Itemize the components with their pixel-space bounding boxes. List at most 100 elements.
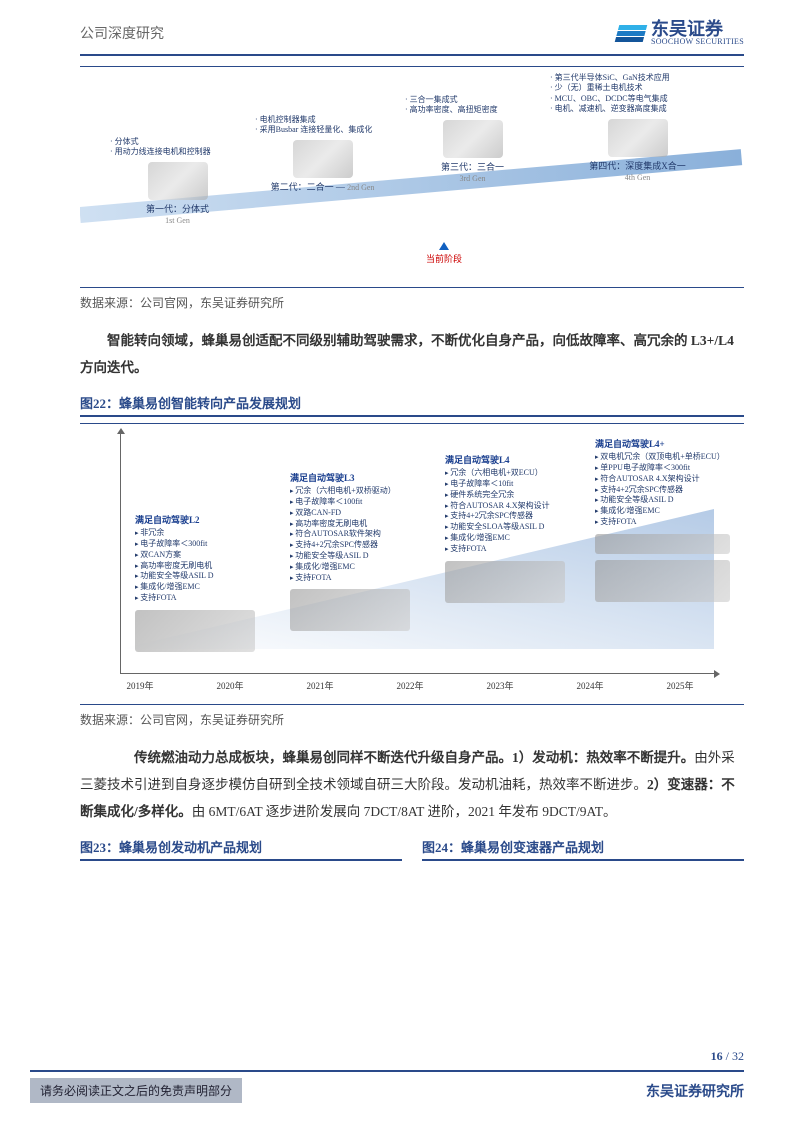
- list-item: 冗余（六相电机+双ECU）: [445, 468, 565, 479]
- paragraph-powertrain: 传统燃油动力总成板块，蜂巢易创同样不断迭代升级自身产品。1）发动机：热效率不断提…: [80, 744, 744, 825]
- figure-23-caption: 图23：蜂巢易创发动机产品规划: [80, 837, 402, 861]
- list-item: 用动力线连接电机和控制器: [110, 147, 245, 157]
- list-item: 双路CAN-FD: [290, 508, 410, 519]
- paragraph-steering: 智能转向领域，蜂巢易创适配不同级别辅助驾驶需求，不断优化自身产品，向低故障率、高…: [80, 327, 744, 381]
- logo-en: SOOCHOW SECURITIES: [651, 38, 744, 46]
- figure-22: 满足自动驾驶L2 非冗余电子故障率＜300fit双CAN方案高功率密度无刷电机功…: [80, 423, 744, 705]
- gen3-label-cn: 第三代：三合一: [441, 162, 504, 172]
- list-item: 功能安全等级ASIL D: [290, 551, 410, 562]
- gen4-label: 第四代：深度集成X合一 4th Gen: [550, 161, 725, 184]
- list-item: 支持4+2冗余SPC传感器: [445, 511, 565, 522]
- gen4-label-cn: 第四代：深度集成X合一: [589, 161, 686, 171]
- l3-block: 满足自动驾驶L3 冗余（六相电机+双桥驱动）电子故障率＜100fit双路CAN-…: [290, 472, 410, 631]
- report-type: 公司深度研究: [80, 23, 164, 43]
- current-stage-marker: 当前阶段: [426, 242, 462, 265]
- l3-heading: 满足自动驾驶L3: [290, 472, 410, 484]
- l4plus-product-icon: [595, 534, 730, 554]
- logo-text: 东吴证券 SOOCHOW SECURITIES: [651, 20, 744, 46]
- gen1-block: 分体式用动力线连接电机和控制器 第一代：分体式 1st Gen: [110, 137, 245, 227]
- list-item: 符合AUTOSAR 4.X架构设计: [595, 474, 730, 485]
- figure-22-source: 数据来源：公司官网，东吴证券研究所: [80, 711, 744, 728]
- list-item: 支持FOTA: [135, 593, 255, 604]
- list-item: 符合AUTOSAR 4.X架构设计: [445, 501, 565, 512]
- list-item: 电子故障率＜10fit: [445, 479, 565, 490]
- list-item: 支持4+2冗余SPC传感器: [595, 485, 730, 496]
- gen2-image-icon: [293, 140, 353, 178]
- l4-product-icon: [445, 561, 565, 603]
- l4plus-block: 满足自动驾驶L4+ 双电机冗余（双顶电机+单桥ECU）单PPU电子故障率＜300…: [595, 438, 730, 602]
- list-item: 双电机冗余（双顶电机+单桥ECU）: [595, 452, 730, 463]
- arrow-up-icon: [439, 242, 449, 250]
- xtick: 2019年: [126, 679, 153, 692]
- list-item: 电子故障率＜100fit: [290, 497, 410, 508]
- l2-heading: 满足自动驾驶L2: [135, 514, 255, 526]
- figure-23-24-captions: 图23：蜂巢易创发动机产品规划 图24：蜂巢易创变速器产品规划: [80, 837, 744, 867]
- gen2-label-cn: 第二代：二合一: [271, 182, 334, 192]
- figure-22-caption: 图22：蜂巢易创智能转向产品发展规划: [80, 393, 744, 417]
- gen1-label-cn: 第一代：分体式: [146, 204, 209, 214]
- list-item: 第三代半导体SiC、GaN技术应用: [550, 73, 725, 83]
- page-footer: 16 / 32 请务必阅读正文之后的免责声明部分 东吴证券研究所: [0, 1049, 794, 1123]
- xtick: 2020年: [216, 679, 243, 692]
- figure-24-caption: 图24：蜂巢易创变速器产品规划: [422, 837, 744, 861]
- gen1-image-icon: [148, 162, 208, 200]
- list-item: MCU、OBC、DCDC等电气集成: [550, 94, 725, 104]
- list-item: 集成化/增强EMC: [135, 582, 255, 593]
- list-item: 高功率密度、高扭矩密度: [405, 105, 540, 115]
- gen1-label: 第一代：分体式 1st Gen: [110, 204, 245, 227]
- footer-brand: 东吴证券研究所: [646, 1081, 744, 1101]
- list-item: 分体式: [110, 137, 245, 147]
- list-item: 电机、减速机、逆变器高度集成: [550, 104, 725, 114]
- gen2-label: 第二代：二合一 — 2nd Gen: [255, 182, 390, 194]
- xtick: 2021年: [306, 679, 333, 692]
- xtick: 2023年: [486, 679, 513, 692]
- para1-lead-text: 智能转向领域，蜂巢易创适配不同级别辅助驾驶需求，不断优化自身产品，向低故障率、高…: [80, 333, 734, 375]
- gen4-image-icon: [608, 119, 668, 157]
- gen2-block: 电机控制器集成采用Busbar 连接轻量化、集成化 第二代：二合一 — 2nd …: [255, 115, 390, 193]
- footer-row: 请务必阅读正文之后的免责声明部分 东吴证券研究所: [0, 1072, 794, 1123]
- gen4-label-en: 4th Gen: [625, 173, 651, 182]
- list-item: 支持FOTA: [290, 573, 410, 584]
- gen3-block: 三合一集成式高功率密度、高扭矩密度 第三代：三合一 3rd Gen: [405, 95, 540, 185]
- list-item: 符合AUTOSAR软件架构: [290, 529, 410, 540]
- l4-heading: 满足自动驾驶L4: [445, 454, 565, 466]
- l2-product-icon: [135, 610, 255, 652]
- xtick: 2022年: [396, 679, 423, 692]
- l4plus-heading: 满足自动驾驶L4+: [595, 438, 730, 450]
- disclaimer-bar: 请务必阅读正文之后的免责声明部分: [30, 1078, 242, 1103]
- l3-product-icon: [290, 589, 410, 631]
- list-item: 三合一集成式: [405, 95, 540, 105]
- gen3-image-icon: [443, 120, 503, 158]
- page-header: 公司深度研究 东吴证券 SOOCHOW SECURITIES: [0, 0, 794, 54]
- list-item: 集成化/增强EMC: [595, 506, 730, 517]
- list-item: 高功率密度无刷电机: [135, 561, 255, 572]
- figure-21-body: 分体式用动力线连接电机和控制器 第一代：分体式 1st Gen 电机控制器集成采…: [80, 67, 744, 287]
- list-item: 集成化/增强EMC: [445, 533, 565, 544]
- gen4-block: 第三代半导体SiC、GaN技术应用少（无）重稀土电机技术MCU、OBC、DCDC…: [550, 73, 725, 184]
- figure-22-body: 满足自动驾驶L2 非冗余电子故障率＜300fit双CAN方案高功率密度无刷电机功…: [80, 424, 744, 704]
- list-item: 采用Busbar 连接轻量化、集成化: [255, 125, 390, 135]
- l4-block: 满足自动驾驶L4 冗余（六相电机+双ECU）电子故障率＜10fit硬件系统完全冗…: [445, 454, 565, 603]
- figure-21: 分体式用动力线连接电机和控制器 第一代：分体式 1st Gen 电机控制器集成采…: [80, 66, 744, 288]
- l2-block: 满足自动驾驶L2 非冗余电子故障率＜300fit双CAN方案高功率密度无刷电机功…: [135, 514, 255, 652]
- logo-cn: 东吴证券: [651, 20, 744, 38]
- current-stage-label: 当前阶段: [426, 254, 462, 264]
- list-item: 支持FOTA: [445, 544, 565, 555]
- xtick: 2025年: [666, 679, 693, 692]
- page-content: 分体式用动力线连接电机和控制器 第一代：分体式 1st Gen 电机控制器集成采…: [0, 56, 794, 867]
- page-current: 16: [711, 1049, 723, 1063]
- xtick: 2024年: [576, 679, 603, 692]
- list-item: 高功率密度无刷电机: [290, 519, 410, 530]
- list-item: 电机控制器集成: [255, 115, 390, 125]
- y-axis: [120, 434, 121, 674]
- list-item: 功能安全等级ASIL D: [135, 571, 255, 582]
- list-item: 少（无）重稀土电机技术: [550, 83, 725, 93]
- x-axis: [120, 673, 714, 674]
- gen2-label-en: 2nd Gen: [347, 183, 374, 192]
- list-item: 硬件系统完全冗余: [445, 490, 565, 501]
- list-item: 双CAN方案: [135, 550, 255, 561]
- list-item: 单PPU电子故障率＜300fit: [595, 463, 730, 474]
- page-number: 16 / 32: [0, 1049, 794, 1070]
- logo-mark-icon: [615, 25, 648, 42]
- list-item: 支持FOTA: [595, 517, 730, 528]
